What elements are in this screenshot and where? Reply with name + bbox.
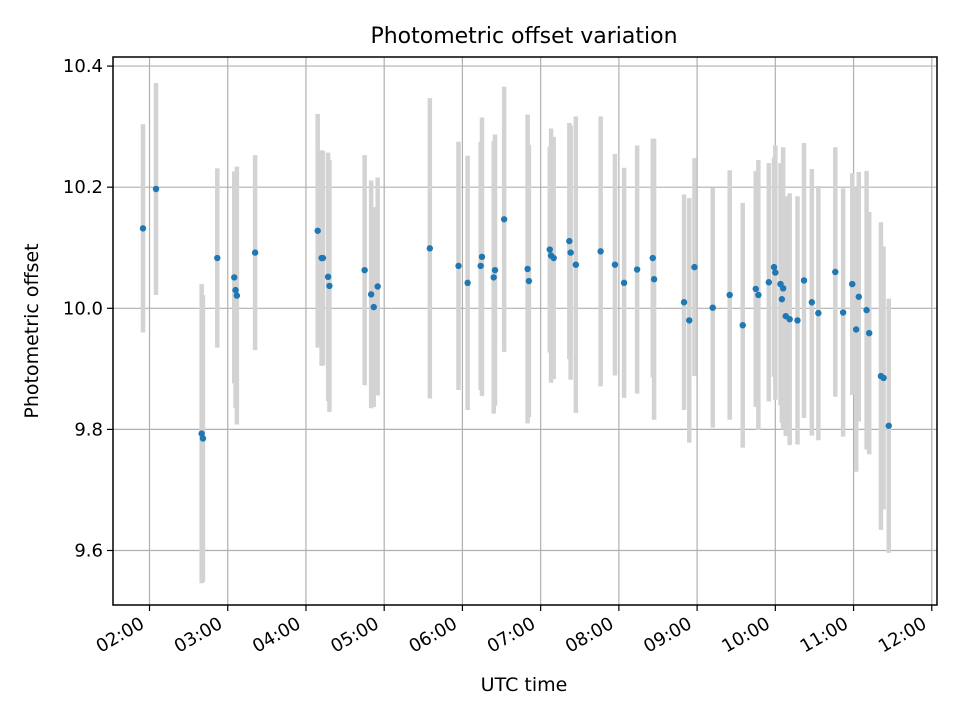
data-point xyxy=(152,185,160,193)
data-point xyxy=(849,280,856,288)
y-tick-label: 10.0 xyxy=(63,298,103,319)
error-bars xyxy=(140,83,892,584)
data-point xyxy=(374,283,381,290)
data-point xyxy=(709,304,716,311)
data-point xyxy=(546,246,553,253)
data-point xyxy=(319,254,327,262)
data-point xyxy=(863,306,870,314)
plot-area-frame xyxy=(112,56,938,606)
data-point xyxy=(739,322,746,329)
data-point xyxy=(726,291,733,299)
data-point xyxy=(231,274,238,281)
data-point xyxy=(778,296,786,303)
data-point xyxy=(752,285,759,293)
x-tick-label: 05:00 xyxy=(327,613,382,657)
data-point xyxy=(233,292,241,299)
data-point xyxy=(794,317,801,324)
data-point xyxy=(597,248,604,255)
data-point xyxy=(620,279,628,287)
data-point xyxy=(880,374,887,382)
data-point xyxy=(370,303,377,311)
data-point xyxy=(251,249,259,256)
data-point xyxy=(680,299,688,306)
data-point xyxy=(649,254,656,262)
data-point xyxy=(770,263,778,271)
data-point xyxy=(772,269,779,276)
data-point xyxy=(855,293,862,300)
data-point xyxy=(198,430,205,437)
data-point xyxy=(324,273,332,281)
data-point xyxy=(808,299,816,306)
x-tick-label: 02:00 xyxy=(93,613,148,657)
data-point xyxy=(800,277,808,284)
data-point xyxy=(815,309,822,317)
data-points xyxy=(139,185,892,442)
data-point xyxy=(232,286,239,294)
data-point xyxy=(566,237,573,245)
data-point xyxy=(832,268,839,276)
data-point xyxy=(650,276,658,283)
data-point xyxy=(326,282,333,290)
data-point xyxy=(314,227,321,234)
data-point xyxy=(866,329,873,337)
x-tick-label: 12:00 xyxy=(875,613,930,657)
y-tick-label: 9.8 xyxy=(74,419,103,440)
data-point xyxy=(611,261,619,268)
x-tick-label: 06:00 xyxy=(405,613,460,657)
data-point xyxy=(550,254,557,262)
data-point xyxy=(478,253,486,261)
data-point xyxy=(691,263,698,271)
y-tick-label: 10.4 xyxy=(63,56,103,77)
data-point xyxy=(525,277,533,285)
data-point xyxy=(426,245,434,252)
data-point xyxy=(852,326,860,333)
data-point xyxy=(786,315,793,323)
data-point xyxy=(779,285,787,292)
data-point xyxy=(477,262,484,270)
data-point xyxy=(464,279,471,287)
x-tick-label: 11:00 xyxy=(797,613,852,657)
x-tick-label: 07:00 xyxy=(484,613,539,657)
data-point xyxy=(199,435,207,442)
data-point xyxy=(500,216,508,223)
data-point xyxy=(455,262,462,270)
data-point xyxy=(524,265,531,273)
data-point xyxy=(214,254,221,262)
data-point xyxy=(139,225,147,232)
data-point xyxy=(633,266,641,273)
data-point xyxy=(839,309,847,316)
data-point xyxy=(755,291,762,299)
y-axis-label: Photometric offset xyxy=(21,243,43,418)
data-point xyxy=(765,279,773,286)
x-tick-label: 03:00 xyxy=(171,613,226,657)
data-point xyxy=(361,266,368,274)
x-tick-label: 04:00 xyxy=(249,613,304,657)
data-point xyxy=(686,317,693,324)
x-axis-ticks: 02:00 03:00 04:00 05:00 06:00 07:00 08:00 09:00… xyxy=(93,605,933,657)
y-tick-label: 10.2 xyxy=(63,177,103,198)
x-tick-label: 09:00 xyxy=(640,613,695,657)
data-point xyxy=(490,274,497,281)
data-point xyxy=(885,422,892,429)
chart-title: Photometric offset variation xyxy=(370,24,677,49)
x-axis-label: UTC time xyxy=(481,674,568,696)
y-tick-label: 9.6 xyxy=(74,541,103,562)
data-point xyxy=(567,249,574,256)
x-tick-label: 10:00 xyxy=(718,613,773,657)
y-axis-ticks: 9.6 9.8 10.0 10.2 10.4 xyxy=(63,56,113,562)
x-tick-label: 08:00 xyxy=(562,613,617,657)
data-point xyxy=(367,291,375,298)
data-point xyxy=(572,261,580,268)
data-point xyxy=(491,266,499,274)
